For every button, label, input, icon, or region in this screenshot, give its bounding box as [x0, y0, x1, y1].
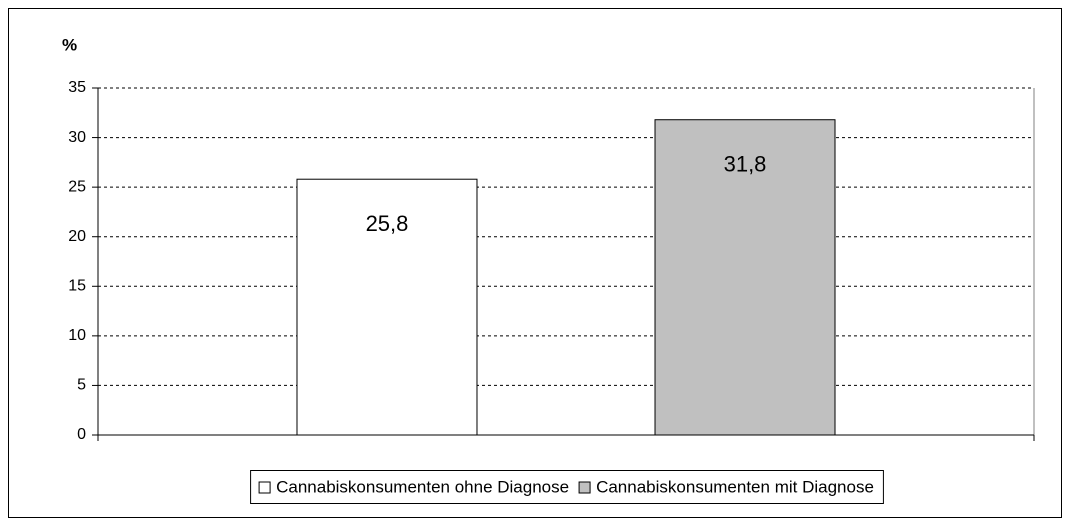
- value-label: 31,8: [724, 152, 767, 177]
- legend-box: [250, 470, 884, 504]
- legend-swatch: [578, 481, 591, 494]
- y-tick-label: 35: [68, 79, 86, 96]
- legend-label: Cannabiskonsumenten ohne Diagnose: [276, 477, 569, 496]
- legend-label: Cannabiskonsumenten mit Diagnose: [596, 477, 874, 496]
- chart-border: [8, 8, 1062, 518]
- y-axis-label: %: [62, 35, 77, 54]
- bar: [296, 178, 478, 436]
- y-tick-label: 20: [68, 228, 86, 245]
- y-tick-label: 10: [68, 327, 86, 344]
- legend-swatch: [258, 481, 271, 494]
- y-tick-label: 15: [68, 278, 86, 295]
- y-tick-label: 0: [77, 426, 86, 443]
- value-label: 25,8: [366, 211, 409, 236]
- y-tick-label: 25: [68, 178, 86, 195]
- y-tick-label: 30: [68, 129, 86, 146]
- bar: [654, 119, 836, 436]
- y-tick-label: 5: [77, 377, 86, 394]
